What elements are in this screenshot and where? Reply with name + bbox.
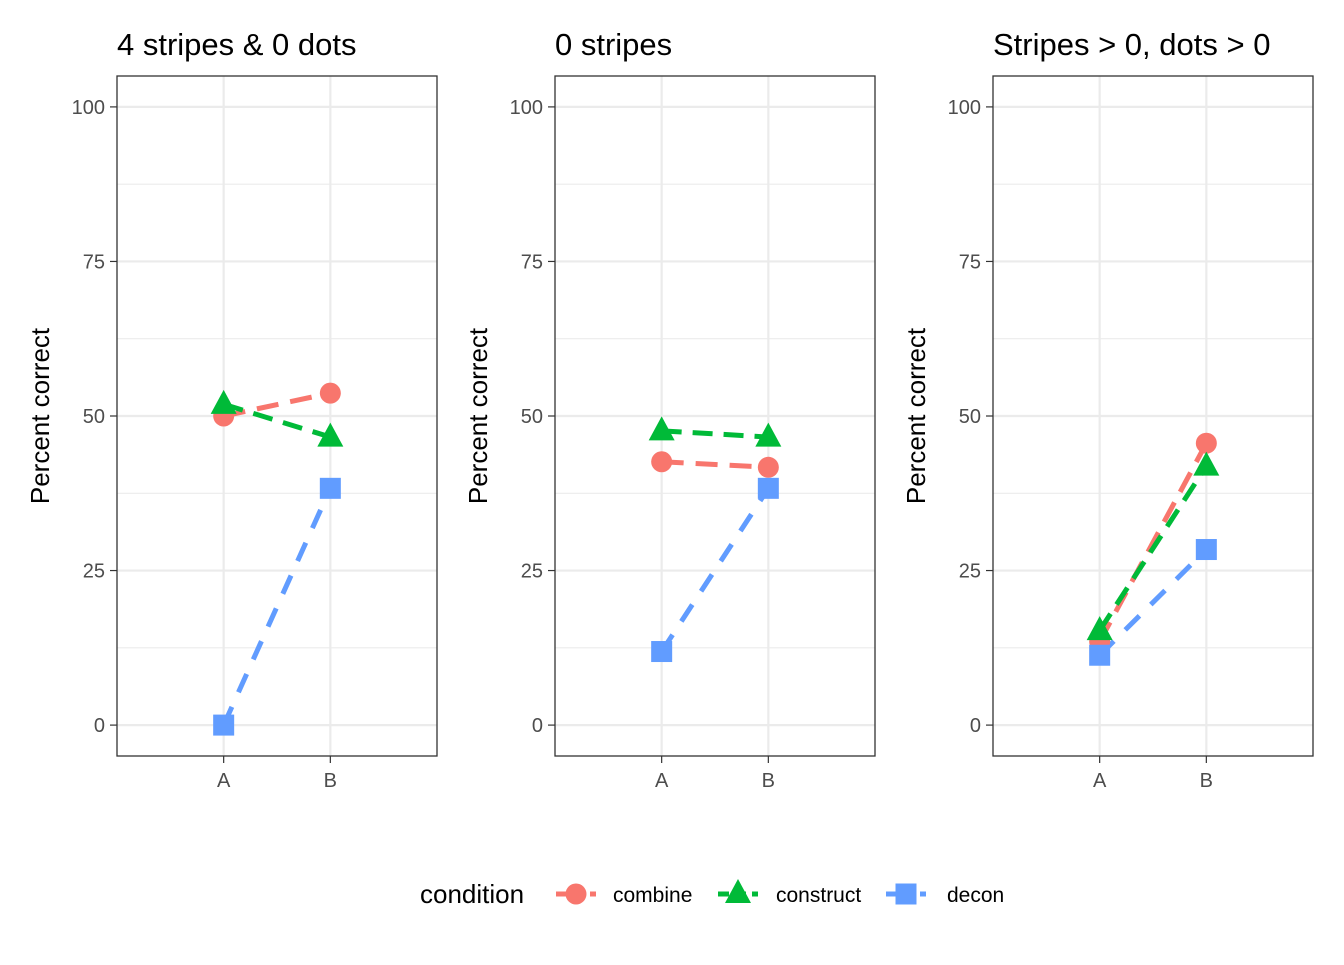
legend-key-construct: [718, 879, 758, 903]
facet-panel-1: 4 stripes & 0 dots 0 25 50 75 100 A B Percent co…: [25, 27, 438, 792]
y-tick-label: 100: [948, 97, 981, 119]
y-tick-label: 25: [83, 561, 105, 583]
data-point-combine: [1195, 432, 1217, 454]
series-line-combine: [223, 390, 331, 419]
series-line-combine: [661, 459, 769, 470]
x-tick-label: A: [655, 770, 669, 792]
data-point-decon: [319, 477, 341, 499]
series-line-decon: [221, 487, 333, 727]
x-tick-label: B: [762, 770, 775, 792]
y-tick-label: 0: [970, 715, 981, 737]
data-point-construct: [1086, 616, 1113, 641]
y-tick-label: 75: [83, 251, 105, 273]
y-tick-label: 0: [532, 715, 543, 737]
data-point-decon: [1089, 644, 1111, 666]
data-point-decon: [213, 714, 235, 736]
legend-key-marker: [725, 879, 751, 903]
data-point-decon: [651, 641, 673, 663]
y-tick-label: 50: [959, 406, 981, 428]
series-line-decon: [659, 486, 771, 653]
data-point-construct: [755, 422, 782, 447]
y-tick-label: 25: [521, 561, 543, 583]
facet-title: 0 stripes: [555, 27, 672, 62]
legend-label-construct: construct: [776, 884, 861, 907]
legend-key-marker: [895, 883, 917, 905]
y-tick-label: 50: [521, 406, 543, 428]
series-line-construct: [1097, 464, 1209, 632]
legend-label-combine: combine: [613, 884, 692, 907]
data-point-combine: [651, 451, 673, 473]
y-tick-label: 100: [510, 97, 543, 119]
legend: condition combine construct decon: [420, 879, 1004, 909]
series-line-construct: [661, 428, 769, 440]
panel-border: [554, 75, 876, 757]
y-tick-label: 25: [959, 561, 981, 583]
y-tick-label: 75: [521, 251, 543, 273]
y-tick-label: 75: [959, 251, 981, 273]
data-point-combine: [757, 456, 779, 478]
x-tick-label: B: [324, 770, 337, 792]
facet-title: 4 stripes & 0 dots: [117, 27, 357, 62]
legend-key-marker: [565, 883, 587, 905]
data-point-construct: [1193, 451, 1220, 476]
series-line-combine: [1097, 442, 1209, 643]
legend-title: condition: [420, 879, 524, 909]
legend-key-combine: [556, 883, 596, 905]
data-point-construct: [648, 416, 675, 441]
y-axis-title: Percent correct: [25, 327, 55, 504]
facet-title: Stripes > 0, dots > 0: [993, 27, 1270, 62]
y-tick-label: 100: [72, 97, 105, 119]
data-point-decon: [757, 477, 779, 499]
data-point-combine: [319, 382, 341, 404]
y-axis-title: Percent correct: [901, 327, 931, 504]
y-axis-title: Percent correct: [463, 327, 493, 504]
x-tick-label: B: [1200, 770, 1213, 792]
legend-label-decon: decon: [947, 884, 1004, 907]
facet-panel-2: 0 stripes 0 25 50 75 100 A B Percent correct: [463, 27, 876, 792]
series-line-construct: [222, 401, 332, 440]
series-line-decon: [1097, 547, 1209, 658]
data-point-construct: [317, 422, 344, 447]
y-tick-label: 0: [94, 715, 105, 737]
panel-border: [116, 75, 438, 757]
legend-key-decon: [886, 883, 926, 905]
facet-panel-3: Stripes > 0, dots > 0 0 25 50 75 100 A B Percent…: [901, 27, 1314, 792]
y-tick-label: 50: [83, 406, 105, 428]
data-point-construct: [210, 389, 237, 414]
x-tick-label: A: [1093, 770, 1107, 792]
data-point-decon: [1195, 539, 1217, 561]
panel-border: [992, 75, 1314, 757]
x-tick-label: A: [217, 770, 231, 792]
